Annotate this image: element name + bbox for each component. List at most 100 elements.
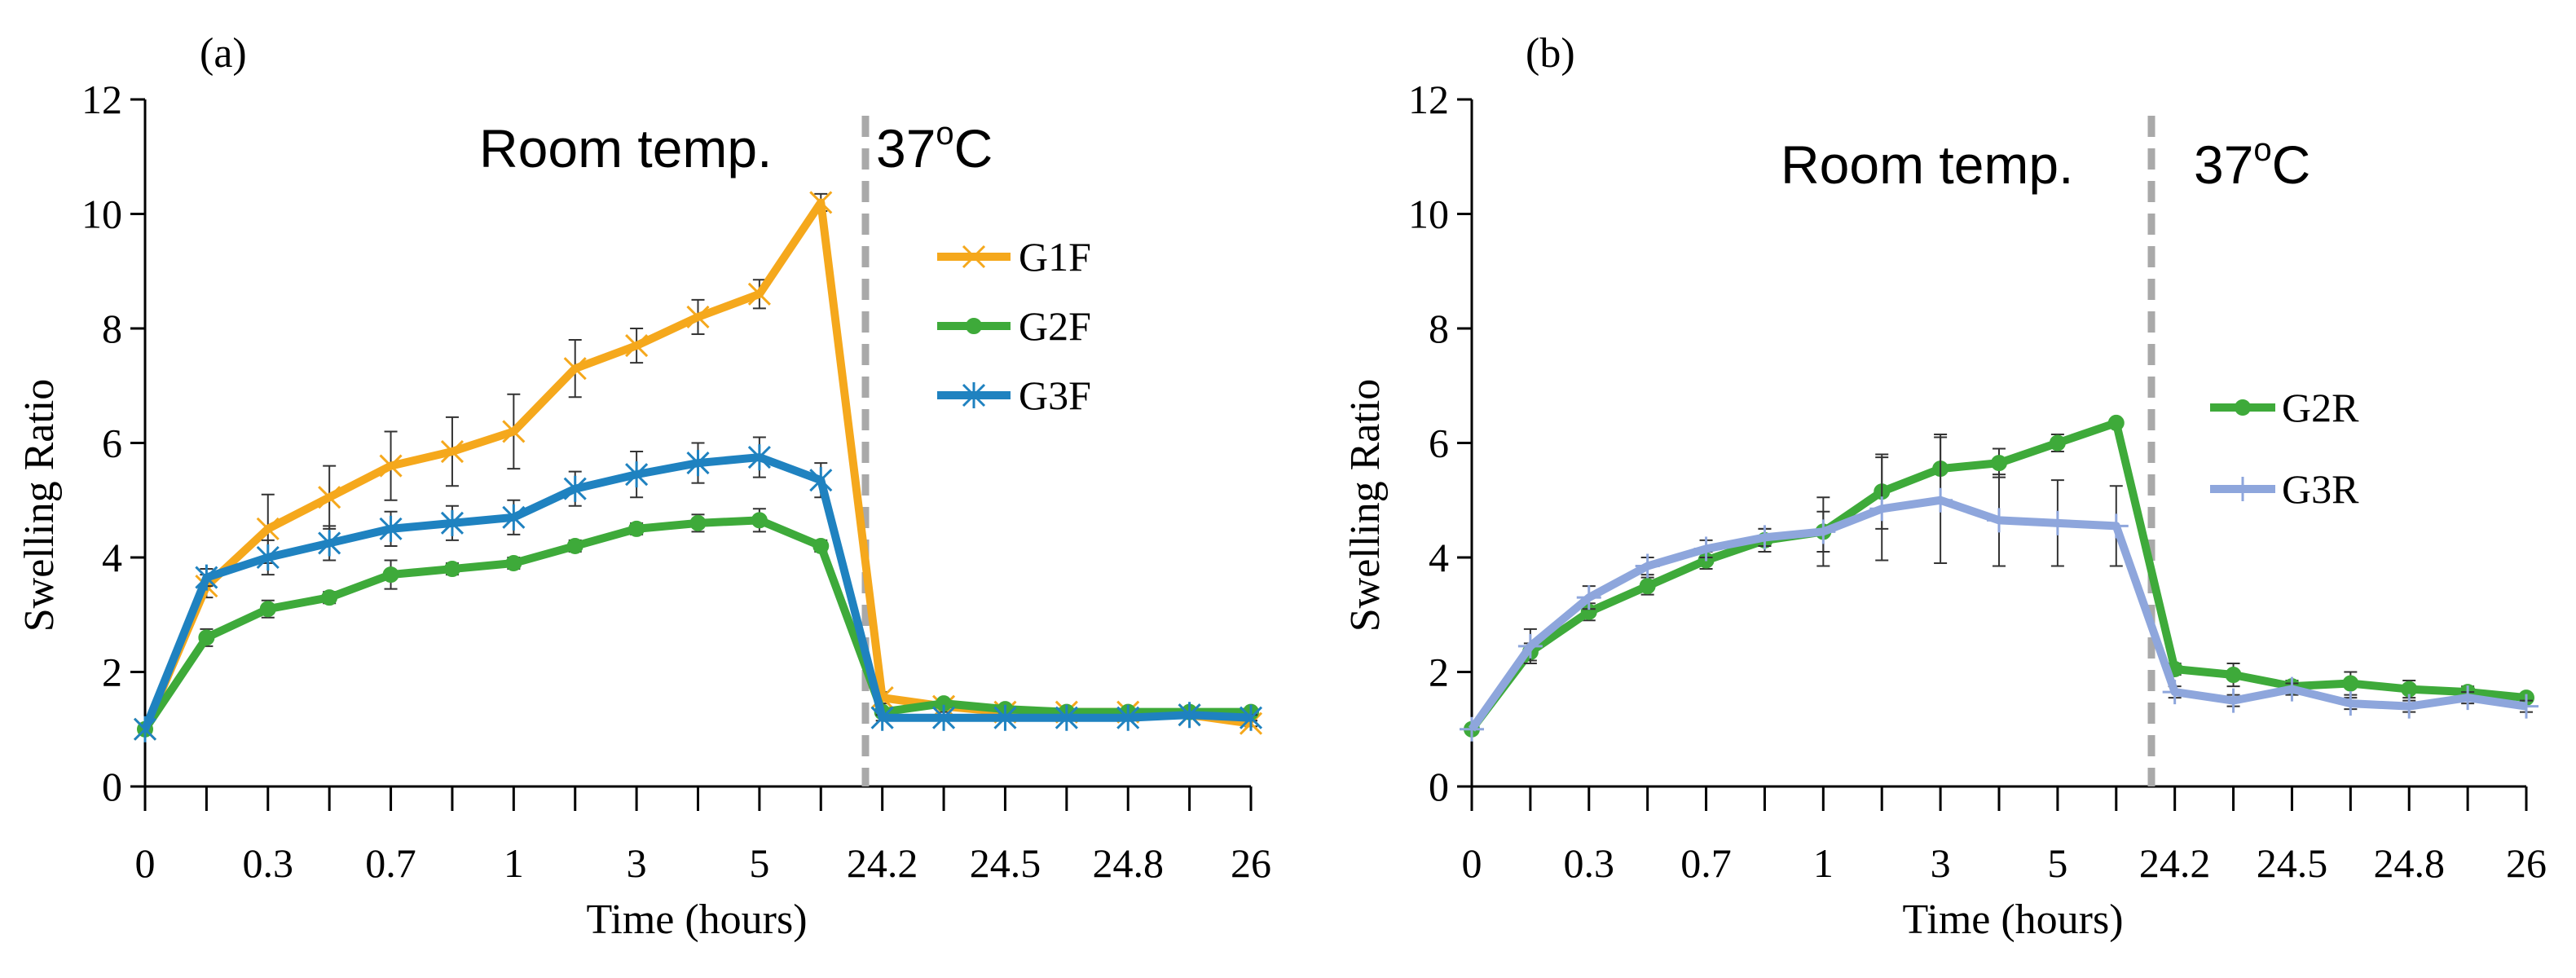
panel-a-x-axis-label: Time (hours)	[586, 896, 807, 943]
panel-b-series-g3r-point	[1869, 496, 1895, 522]
panel-a-series-g2f-point	[566, 537, 583, 554]
panel-b-series-g3r-point	[2221, 688, 2246, 713]
panel-b-x-tick-label: 24.5	[2257, 840, 2328, 886]
panel-b-series-g2r-point	[2049, 434, 2066, 452]
panel-b-series-g3r	[1460, 436, 2539, 742]
panel-a-series-g3f-point	[1116, 704, 1140, 731]
panel-b-series-g3r-point	[2455, 685, 2481, 711]
panel-b-x-tick-label: 0	[1462, 840, 1482, 886]
panel-a-x-tick-label: 5	[749, 840, 769, 886]
panel-b-room-temp-label: Room temp.	[1781, 134, 2073, 195]
panel-a-series-g3f-point	[440, 509, 465, 536]
panel-b-series-g2r-legend-item: G2R	[2210, 385, 2359, 430]
panel-a-37c-unit: C	[954, 118, 993, 178]
panel-a-series-g3f-legend-label: G3F	[1019, 372, 1091, 418]
panel-a-series-g1f-legend-item: G1F	[937, 234, 1091, 280]
panel-a-y-tick-label: 12	[81, 77, 122, 122]
panel-b-label: (b)	[1526, 30, 1575, 77]
panel-a-37c-label: 37oC	[876, 116, 993, 178]
panel-b-37c-base: 37	[2194, 134, 2253, 195]
panel-a-37c-base: 37	[876, 118, 936, 178]
panel-b-series-g2r-legend-label: G2R	[2282, 385, 2359, 430]
panel-a-x-tick-label: 24.8	[1092, 840, 1164, 886]
panel-a-x-tick-label: 26	[1231, 840, 1271, 886]
panel-a-series-g3f-point	[747, 444, 771, 471]
panel-b-series-g3r-point	[1460, 716, 1484, 742]
panel-a-label: (a)	[200, 30, 247, 77]
panel-b-y-tick-label: 12	[1408, 77, 1449, 122]
panel-b-y-tick-label: 2	[1429, 650, 1449, 695]
panel-a-series-g3f-point	[1178, 702, 1201, 729]
panel-b-x-tick-label: 0.7	[1680, 840, 1732, 886]
panel-a-series-g1f-point	[379, 454, 403, 478]
panel-a-series-g2f-point	[198, 629, 215, 646]
panel-a-series-g2f-point	[812, 537, 830, 554]
panel-a-series-g3f-point	[379, 515, 403, 542]
panel-b-x-tick-label: 5	[2047, 840, 2067, 886]
panel-b-y-tick-label: 8	[1429, 306, 1449, 351]
panel-b-x-tick-label: 24.8	[2373, 840, 2445, 886]
panel-b-x-tick-label: 0.3	[1564, 840, 1615, 886]
panel-a-series-g1f-point	[318, 486, 341, 509]
panel-b-series-g3r-point	[2103, 513, 2129, 539]
panel-b-series-g3r-point	[1693, 536, 1719, 562]
panel-b-series-g3r-point	[2279, 676, 2305, 702]
panel-b-x-tick-label: 3	[1931, 840, 1951, 886]
panel-a-series-g3f-point	[1055, 704, 1078, 731]
panel-b-x-tick-label: 1	[1813, 840, 1834, 886]
panel-b-x-axis-label: Time (hours)	[1902, 896, 2123, 943]
panel-a-series-g3f-point	[993, 704, 1017, 731]
panel-a-series-g3f-point	[1239, 704, 1263, 731]
panel-a-series-g1f-point	[747, 282, 771, 306]
panel-a-series-g3f-legend-marker	[962, 382, 986, 408]
panel-b-series-g3r-point	[1752, 525, 1777, 550]
panel-a-x-tick-label: 24.2	[847, 840, 918, 886]
panel-b-series-g2r-point	[1639, 578, 1656, 595]
panel-a-y-tick-label: 10	[81, 192, 122, 237]
panel-a-series-g3f-point	[256, 544, 280, 570]
panel-b-series-g2r-point	[2225, 667, 2242, 684]
panel-a-series-g1f-legend-label: G1F	[1019, 234, 1091, 280]
panel-a-series-g1f-point	[563, 357, 587, 381]
panel-b-series-g3r-point	[2514, 694, 2539, 719]
panel-a-series-g1f-point	[502, 420, 526, 443]
panel-a-series-g2f-legend-item: G2F	[937, 303, 1091, 349]
panel-b-y-tick-label: 10	[1408, 192, 1449, 237]
panel-a-series-g3f-line	[141, 453, 1252, 731]
panel-a-x-tick-label: 0.7	[365, 840, 416, 886]
panel-a-series-g3f-legend-item: G3F	[937, 372, 1091, 418]
panel-a-x-tick-label: 1	[504, 840, 524, 886]
panel-a-series-g3f-point	[809, 467, 833, 494]
panel-a-chart: (a) Room temp. 37oC Swelling Ratio Time …	[16, 30, 1271, 943]
panel-a-series-g3f-point	[195, 564, 218, 591]
panel-a-series-g3f	[133, 436, 1263, 742]
panel-b-series-g3r-point	[2397, 694, 2422, 719]
panel-a-series-g1f-point	[809, 191, 833, 214]
panel-a-x-tick-label: 3	[627, 840, 647, 886]
panel-a-series-g2f	[137, 508, 1259, 738]
panel-a-y-tick-label: 4	[102, 535, 122, 580]
panel-a-series-g2f-point	[751, 512, 768, 529]
panel-a-y-tick-label: 2	[102, 650, 122, 695]
panel-b-series-g3r-legend-item: G3R	[2210, 466, 2359, 512]
panel-b-y-axis-label: Swelling Ratio	[1342, 379, 1389, 632]
panel-a-y-tick-label: 6	[102, 421, 122, 466]
panel-a-series-g1f-legend-marker	[962, 244, 986, 269]
panel-b-37c-unit: C	[2272, 134, 2311, 195]
panel-b-series-g3r-point	[1635, 553, 1660, 579]
panel-b-37c-label: 37oC	[2194, 132, 2310, 195]
panel-a-series-g3f-point	[625, 461, 649, 488]
panel-a-series-g1f-point	[440, 439, 465, 464]
panel-b-series-g2r-point	[2342, 675, 2359, 692]
panel-b-chart: (b) Room temp. 37oC Swelling Ratio Time …	[1342, 30, 2547, 943]
panel-b-series-g2r-legend-marker	[2235, 399, 2251, 416]
panel-a-series-g2f-point	[321, 589, 338, 606]
panel-a-series-g3f-point	[563, 475, 587, 502]
panel-b-series-g2r-point	[2107, 414, 2125, 431]
panel-a-37c-sup: o	[936, 116, 953, 152]
panel-a-series-g1f-point	[256, 517, 280, 540]
panel-a-series-g1f-point	[686, 305, 710, 329]
panel-b-series-g3r-point	[1517, 633, 1543, 659]
panel-a-y-axis-label: Swelling Ratio	[16, 379, 63, 632]
